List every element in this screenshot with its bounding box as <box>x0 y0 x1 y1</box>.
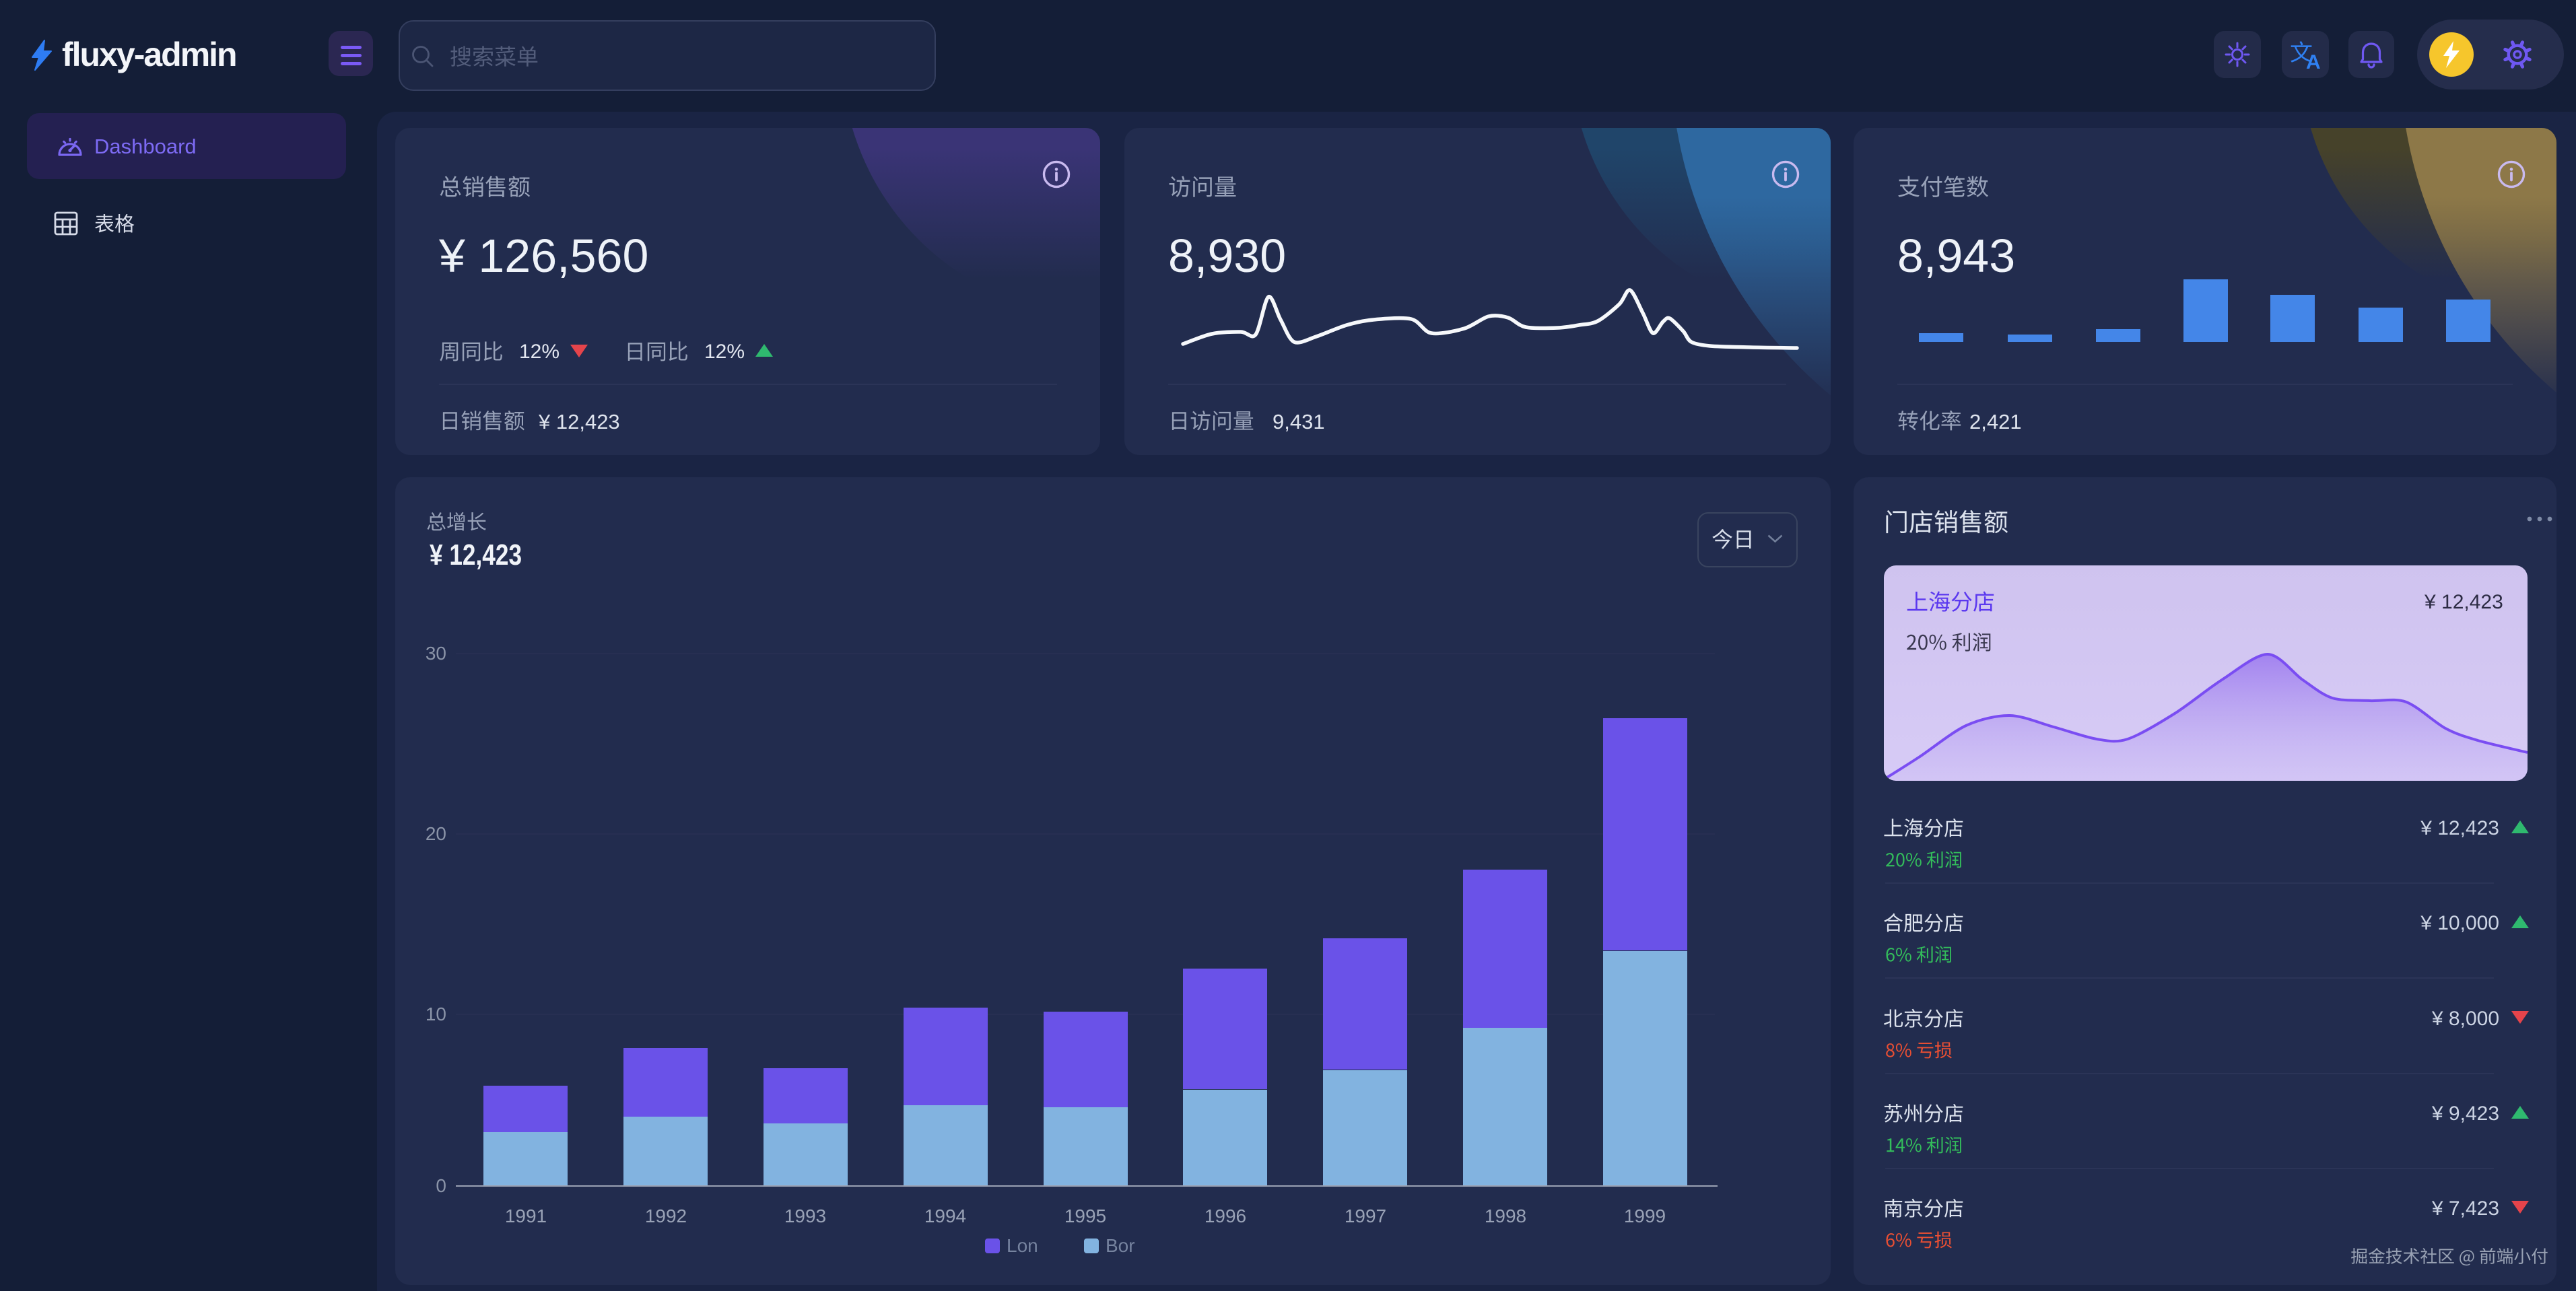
svg-text:A: A <box>2306 51 2321 73</box>
